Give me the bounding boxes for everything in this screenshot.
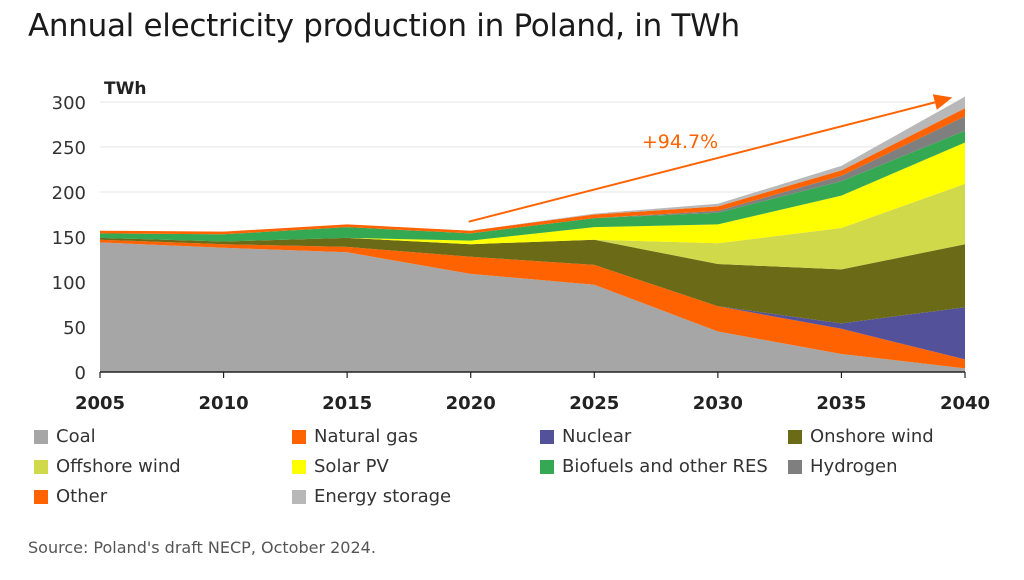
x-tick-label: 2010 [199, 393, 249, 414]
y-tick-label: 0 [75, 363, 86, 384]
legend-label: Offshore wind [56, 456, 181, 477]
area-hydrogen [100, 116, 965, 235]
area-biofuels-and-other-res [100, 130, 965, 242]
legend-swatch [540, 429, 554, 444]
legend-swatch [788, 429, 802, 444]
legend-item: Natural gas [292, 426, 418, 447]
legend-item: Other [34, 486, 107, 507]
area-onshore-wind [100, 237, 965, 324]
legend-item: Solar PV [292, 456, 389, 477]
legend-item: Nuclear [540, 426, 631, 447]
legend-swatch [292, 459, 306, 474]
area-solar-pv [100, 142, 965, 245]
legend-label: Natural gas [314, 426, 418, 447]
area-coal [100, 242, 965, 372]
x-tick-label: 2015 [322, 393, 372, 414]
legend-label: Nuclear [562, 426, 632, 447]
annotation-arrow-head [932, 94, 953, 110]
legend-label: Biofuels and other RES [562, 456, 768, 477]
x-tick-label: 2040 [940, 393, 990, 414]
y-tick-label: 150 [52, 228, 86, 249]
legend-swatch [34, 429, 48, 444]
area-offshore-wind [100, 183, 965, 270]
legend-item: Hydrogen [788, 456, 898, 477]
area-chart: 0 50 100 150 200 250 300 TWh 2005 2010 2015 2020 202… [52, 79, 990, 414]
legend-item: Biofuels and other RES [540, 456, 768, 477]
y-tick-label: 250 [52, 138, 86, 159]
legend-swatch [34, 459, 48, 474]
legend-label: Other [56, 486, 108, 507]
legend-item: Coal [34, 426, 96, 447]
annotation-arrow-line [468, 100, 939, 223]
source-note: Source: Poland's draft NECP, October 202… [28, 538, 376, 557]
legend-item: Offshore wind [34, 456, 181, 477]
y-axis-label: TWh [104, 79, 146, 99]
legend-label: Coal [56, 426, 96, 447]
chart-title: Annual electricity production in Poland,… [28, 8, 740, 44]
legend-label: Energy storage [314, 486, 452, 507]
x-tick-label: 2005 [75, 393, 125, 414]
y-tick-label: 300 [52, 93, 86, 114]
legend-swatch [292, 429, 306, 444]
x-tick-label: 2025 [569, 393, 619, 414]
annotation-label: +94.7% [642, 131, 718, 153]
legend-label: Onshore wind [810, 426, 934, 447]
legend-label: Solar PV [314, 456, 389, 477]
legend-swatch [292, 489, 306, 504]
legend-swatch [788, 459, 802, 474]
x-tick-label: 2020 [446, 393, 496, 414]
area-natural-gas [100, 239, 965, 369]
legend-label: Hydrogen [810, 456, 898, 477]
x-tick-label: 2035 [816, 393, 866, 414]
legend-swatch [34, 489, 48, 504]
y-tick-label: 200 [52, 183, 86, 204]
y-tick-label: 100 [52, 273, 86, 294]
y-tick-label: 50 [63, 318, 86, 339]
legend-item: Onshore wind [788, 426, 934, 447]
legend-swatch [540, 459, 554, 474]
x-tick-label: 2030 [693, 393, 743, 414]
legend-item: Energy storage [292, 486, 451, 507]
